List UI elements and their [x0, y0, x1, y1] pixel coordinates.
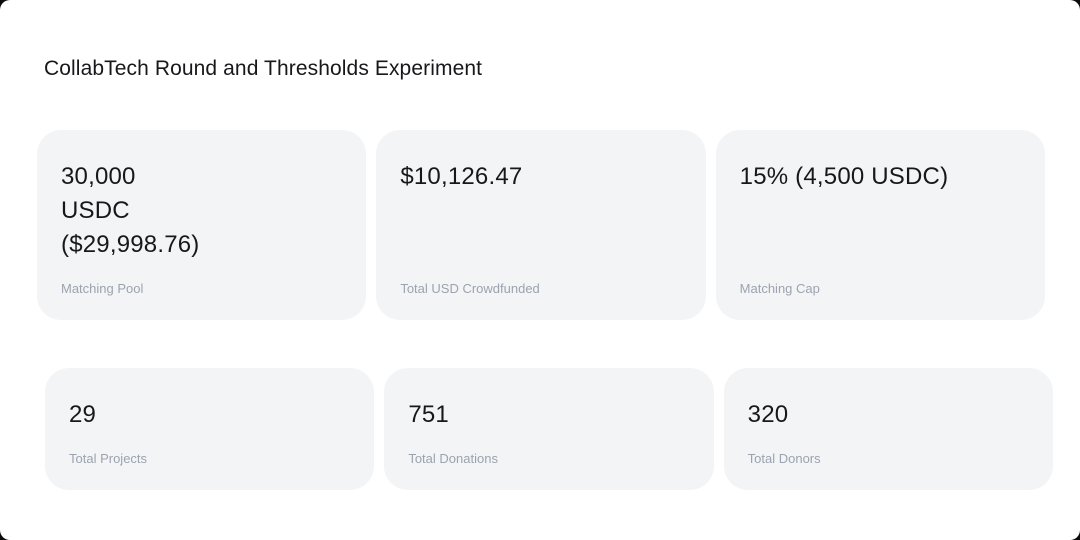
total-usd-crowdfunded-value: $10,126.47: [400, 163, 523, 190]
stat-card-total-usd-crowdfunded: $10,126.47 Total USD Crowdfunded: [376, 130, 706, 320]
page-title: CollabTech Round and Thresholds Experime…: [44, 57, 483, 80]
total-donations-value: 751: [408, 401, 449, 428]
stats-row-primary: 30,000 USDC ($29,998.76) Matching Pool $…: [37, 130, 1045, 320]
matching-cap-label: Matching Cap: [739, 281, 820, 296]
stat-card-matching-pool: 30,000 USDC ($29,998.76) Matching Pool: [37, 130, 367, 320]
total-projects-value: 29: [69, 401, 97, 428]
total-donations-label: Total Donations: [408, 451, 498, 466]
total-usd-crowdfunded-label: Total USD Crowdfunded: [400, 281, 540, 296]
stat-card-total-projects: 29 Total Projects: [45, 368, 375, 490]
matching-cap-value: 15% (4,500 USDC): [739, 163, 949, 190]
stats-row-secondary: 29 Total Projects 751 Total Donations 32…: [45, 368, 1053, 490]
stat-card-total-donations: 751 Total Donations: [384, 368, 714, 490]
total-donors-label: Total Donors: [747, 451, 821, 466]
total-projects-label: Total Projects: [69, 451, 148, 466]
total-donors-value: 320: [747, 401, 789, 428]
matching-pool-value: 30,000 USDC ($29,998.76): [61, 163, 200, 258]
matching-pool-label: Matching Pool: [61, 281, 144, 296]
stat-card-matching-cap: 15% (4,500 USDC) Matching Cap: [715, 130, 1045, 320]
stat-card-total-donors: 320 Total Donors: [723, 368, 1053, 490]
